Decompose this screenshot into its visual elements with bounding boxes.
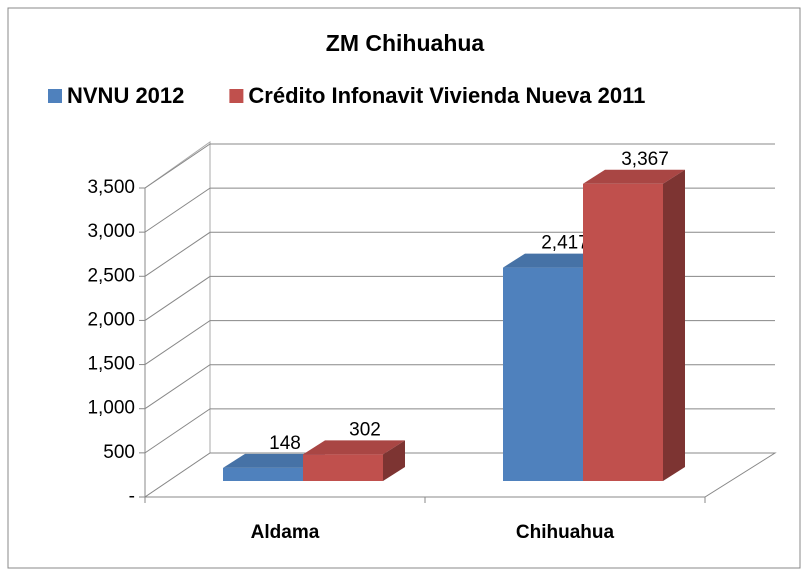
bar-top	[503, 253, 605, 268]
data-label: 2,417	[541, 233, 589, 254]
bar	[223, 467, 303, 481]
bar-side	[383, 440, 405, 481]
y-tick-label: 500	[103, 442, 135, 463]
bar	[303, 454, 383, 481]
bar	[503, 267, 583, 481]
legend-swatch	[229, 89, 244, 103]
bar-top	[583, 169, 685, 184]
chart-title: ZM Chihuahua	[326, 30, 485, 56]
legend-swatch	[48, 89, 62, 103]
y-tick-label: -	[129, 486, 135, 507]
legend-label: Crédito Infonavit Vivienda Nueva 2011	[248, 83, 645, 108]
x-tick-label: Aldama	[251, 522, 320, 543]
y-tick-label: 3,000	[87, 221, 135, 242]
bar-top	[303, 440, 405, 455]
x-tick-label: Chihuahua	[516, 522, 615, 543]
legend-label: NVNU 2012	[67, 83, 184, 108]
data-label: 3,367	[621, 149, 669, 170]
y-tick-label: 3,500	[87, 177, 135, 198]
bar-side	[663, 169, 685, 481]
data-label: 148	[269, 433, 301, 454]
y-tick-label: 1,000	[87, 398, 135, 419]
y-tick-label: 2,000	[87, 309, 135, 330]
bar	[583, 183, 663, 481]
y-tick-label: 1,500	[87, 354, 135, 375]
data-label: 302	[349, 419, 381, 440]
y-tick-label: 2,500	[87, 265, 135, 286]
bar-top	[223, 453, 325, 468]
grid-line	[144, 143, 775, 189]
